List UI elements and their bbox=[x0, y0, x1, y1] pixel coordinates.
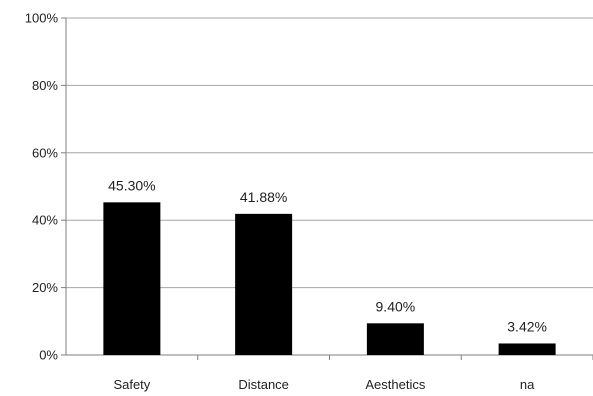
data-label: 3.42% bbox=[507, 318, 547, 334]
x-category-label: Aesthetics bbox=[365, 377, 425, 392]
x-category-label: Safety bbox=[113, 377, 150, 392]
y-tick-label: 20% bbox=[32, 280, 58, 295]
y-tick-label: 60% bbox=[32, 145, 58, 160]
data-label: 41.88% bbox=[240, 189, 287, 205]
y-tick-label: 80% bbox=[32, 78, 58, 93]
y-tick-label: 0% bbox=[39, 348, 58, 363]
y-tick-label: 100% bbox=[25, 11, 59, 26]
bar-na bbox=[498, 343, 556, 355]
data-label: 45.30% bbox=[108, 177, 155, 193]
x-category-label: Distance bbox=[238, 377, 289, 392]
data-label: 9.40% bbox=[376, 298, 416, 314]
labels: 0% 20% 40% 60% 80% 100% 45.30% Safety 41.88% Dist… bbox=[25, 11, 547, 393]
bars bbox=[103, 202, 556, 355]
bar-safety bbox=[103, 202, 161, 355]
x-category-label: na bbox=[520, 377, 535, 392]
y-tick-label: 40% bbox=[32, 213, 58, 228]
bar-aesthetics bbox=[366, 323, 424, 355]
bar-distance bbox=[235, 213, 293, 355]
